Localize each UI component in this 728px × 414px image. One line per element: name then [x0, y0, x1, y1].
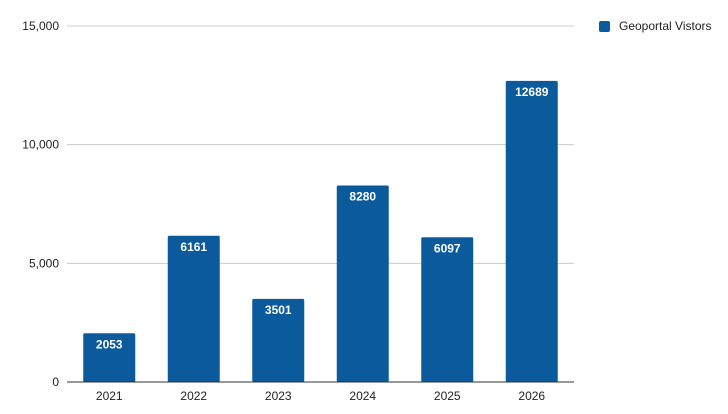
x-axis-tick-labels: 2021 2022 2023 2024 2025 2026: [96, 389, 546, 403]
x-tick-label: 2023: [265, 389, 292, 403]
x-tick-label: 2021: [96, 389, 123, 403]
bar: [505, 80, 558, 383]
y-tick-label: 0: [52, 375, 59, 389]
bar: [252, 298, 305, 382]
bar: [421, 237, 474, 382]
x-tick-label: 2026: [518, 389, 545, 403]
bars: [83, 80, 558, 383]
bar-data-labels: 2053 6161 3501 8280 6097 12689: [96, 85, 549, 351]
gridlines: [67, 25, 574, 264]
y-tick-label: 10,000: [22, 138, 59, 152]
legend-label: Geoportal Vistors: [619, 19, 712, 33]
bar: [167, 235, 220, 382]
bar-data-label: 6161: [180, 240, 207, 254]
bar: [83, 333, 136, 382]
bar: [336, 185, 389, 382]
bar-data-label: 6097: [434, 241, 461, 255]
x-tick-label: 2025: [434, 389, 461, 403]
y-axis-tick-labels: 0 5,000 10,000 15,000: [22, 19, 59, 389]
x-tick-label: 2024: [349, 389, 376, 403]
legend: Geoportal Vistors: [599, 19, 712, 33]
x-tick-label: 2022: [180, 389, 207, 403]
bar-data-label: 2053: [96, 337, 123, 351]
legend-swatch: [599, 20, 610, 32]
bar-data-label: 3501: [265, 303, 292, 317]
bar-data-label: 8280: [349, 189, 376, 203]
y-tick-label: 5,000: [29, 256, 59, 270]
bar-data-label: 12689: [515, 85, 549, 99]
y-tick-label: 15,000: [22, 19, 59, 33]
